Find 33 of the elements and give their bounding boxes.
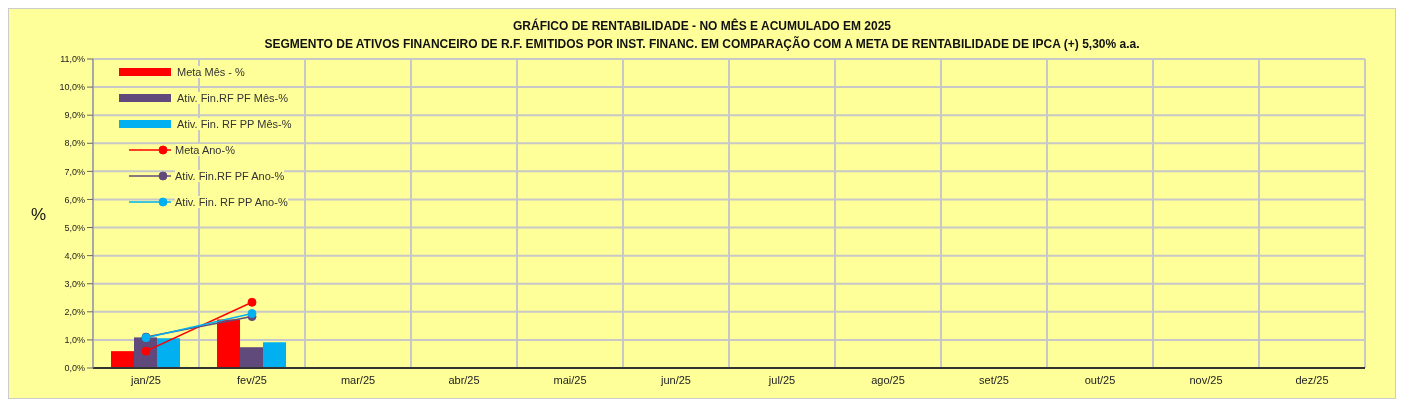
- x-tick-label: abr/25: [448, 373, 480, 386]
- y-tick-label: 2,0%: [64, 307, 85, 318]
- y-tick-label: 11,0%: [60, 54, 85, 65]
- y-tick-label: 1,0%: [64, 335, 85, 346]
- y-tick-label: 8,0%: [64, 138, 85, 149]
- x-tick-label: ago/25: [871, 373, 905, 386]
- chart-subtitle: SEGMENTO DE ATIVOS FINANCEIRO DE R.F. EMITIDOS POR INST. FINANC. EM COMPARAÇÃO COM A META DE RENTABILIDADE DE IPCA (+) 5,30% a.a.: [263, 35, 1141, 53]
- y-tick-label: 6,0%: [64, 194, 85, 205]
- x-tick-label: mar/25: [340, 373, 376, 386]
- x-tick-label: out/25: [1084, 373, 1116, 386]
- y-tick-label: 10,0%: [59, 82, 85, 93]
- x-tick-label: nov/25: [1189, 373, 1223, 386]
- legend-label: Ativ. Fin. RF PP Mês-%: [177, 117, 292, 130]
- y-tick-label: 5,0%: [64, 222, 85, 233]
- x-tick-label: jul/25: [767, 373, 796, 386]
- y-tick-label: 3,0%: [64, 278, 85, 289]
- legend-label: Ativ. Fin.RF PF Ano-%: [175, 169, 285, 182]
- legend-label: Ativ. Fin.RF PF Mês-%: [177, 91, 289, 104]
- x-tick-label: mai/25: [553, 373, 587, 386]
- y-tick-label: 9,0%: [64, 110, 85, 121]
- legend-label: Meta Mês - %: [177, 65, 245, 78]
- legend-label: Meta Ano-%: [175, 143, 235, 156]
- x-tick-label: dez/25: [1295, 373, 1329, 386]
- x-tick-label: fev/25: [237, 373, 267, 386]
- y-tick-label: 0,0%: [64, 363, 85, 374]
- y-tick-label: 7,0%: [64, 166, 85, 177]
- x-tick-label: set/25: [979, 373, 1009, 386]
- chart-title: GRÁFICO DE RENTABILIDADE - NO MÊS E ACUMULADO EM 2025: [512, 17, 892, 35]
- x-tick-label: jun/25: [660, 373, 691, 386]
- y-tick-label: 4,0%: [64, 250, 85, 261]
- y-axis-title: %: [31, 204, 47, 224]
- legend-label: Ativ. Fin. RF PP Ano-%: [175, 195, 288, 208]
- x-tick-label: jan/25: [130, 373, 161, 386]
